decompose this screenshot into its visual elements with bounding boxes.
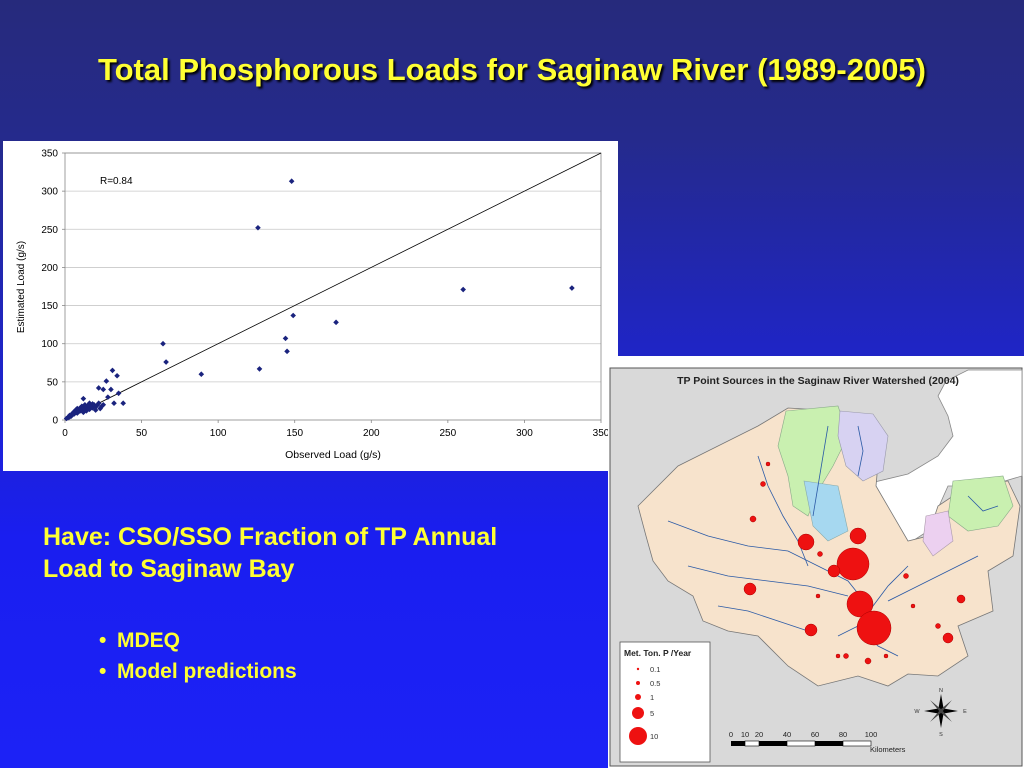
bullet-item: • Model predictions (97, 656, 297, 687)
data-point (80, 395, 87, 402)
y-tick-label: 150 (41, 301, 58, 312)
scale-label: 20 (755, 730, 763, 739)
data-point (98, 403, 105, 410)
scale-unit: Kilometers (870, 745, 906, 754)
y-tick-label: 350 (41, 149, 58, 160)
bullet-text: MDEQ (117, 629, 180, 652)
data-point (92, 407, 99, 413)
north-arrow-icon (924, 694, 958, 728)
point-sources (743, 461, 966, 665)
legend-label: 1 (650, 693, 654, 702)
subbasin-pink (922, 510, 954, 557)
scale-label: 80 (839, 730, 847, 739)
data-point (114, 372, 120, 379)
data-point (100, 386, 107, 393)
data-point (100, 401, 107, 408)
compass-label: S (939, 732, 943, 738)
scale-label: 10 (741, 730, 749, 739)
data-point (290, 312, 296, 319)
legend-symbols (629, 667, 647, 745)
compass-label: W (914, 709, 920, 715)
legend-title: Met. Ton. P /Year (624, 648, 692, 658)
plot-area (64, 152, 602, 421)
scatter-chart: 0 50 100 150 200 250 300 350 0 50 100 150 200 250 300 3… (3, 141, 618, 471)
axis-ticks: 0 50 100 150 200 250 300 350 0 50 100 150 200 250 300 3… (41, 149, 609, 440)
data-point (95, 400, 102, 407)
y-tick-label: 250 (41, 225, 58, 236)
x-tick-label: 250 (440, 428, 457, 439)
subbasin-purple (837, 410, 889, 482)
data-point (92, 404, 99, 410)
r-value-annotation: R=0.84 (100, 176, 133, 187)
legend-label: 0.1 (650, 665, 660, 674)
data-point (284, 348, 290, 355)
compass-label: N (939, 688, 943, 694)
compass-label: E (963, 709, 967, 715)
map-legend (619, 641, 711, 763)
data-point (255, 224, 261, 231)
river-network (667, 425, 999, 657)
y-tick-label: 100 (41, 339, 58, 350)
x-tick-label: 350 (593, 428, 610, 439)
slide-title: Total Phosphorous Loads for Saginaw Rive… (97, 52, 926, 87)
data-point (105, 394, 111, 400)
y-axis-label: Estimated Load (g/s) (16, 241, 27, 333)
legend-label: 5 (650, 709, 654, 718)
y-tick-label: 300 (41, 187, 58, 198)
bullet-list: • MDEQ • Model predictions (97, 625, 297, 687)
map-title: TP Point Sources in the Saginaw River Wa… (677, 375, 959, 387)
scale-label: 40 (783, 730, 791, 739)
data-point (198, 371, 205, 378)
reference-line (64, 152, 602, 421)
data-point (160, 340, 166, 347)
y-tick-label: 0 (52, 416, 58, 427)
x-tick-label: 150 (286, 428, 303, 439)
data-point (460, 286, 466, 293)
data-point (111, 400, 117, 407)
data-point (163, 359, 169, 365)
scale-label: 0 (729, 730, 733, 739)
data-point (288, 178, 295, 185)
watershed-map: TP Point Sources in the Saginaw River Wa… (608, 356, 1024, 768)
chart-gridlines (65, 152, 601, 383)
x-tick-label: 200 (363, 428, 380, 439)
bullet-text: Model predictions (117, 660, 297, 683)
data-point (256, 366, 263, 372)
x-axis-label: Observed Load (g/s) (285, 449, 381, 461)
scale-label: 100 (865, 730, 878, 739)
data-point (108, 386, 114, 393)
bullet-item: • MDEQ (97, 625, 297, 656)
data-point (86, 400, 93, 407)
data-point (569, 285, 575, 291)
data-point (109, 367, 116, 374)
data-point (120, 400, 126, 407)
data-point (333, 319, 339, 326)
scale-label: 60 (811, 730, 819, 739)
x-tick-label: 100 (210, 428, 227, 439)
watershed-map-svg: TP Point Sources in the Saginaw River Wa… (609, 367, 1023, 767)
scatter-chart-svg: 0 50 100 150 200 250 300 350 0 50 100 150 200 250 300 3… (16, 149, 610, 462)
data-point (86, 406, 93, 413)
data-point (95, 385, 102, 391)
x-tick-label: 300 (516, 428, 533, 439)
legend-label: 10 (650, 732, 658, 741)
subbasin-blue (803, 480, 849, 542)
legend-label: 0.5 (650, 679, 660, 688)
data-point (115, 390, 122, 397)
have-text: Have: CSO/SSO Fraction of TP Annual Load… (43, 523, 498, 583)
bullet-dot-icon: • (99, 629, 107, 652)
x-tick-label: 50 (136, 428, 148, 439)
y-tick-label: 200 (41, 263, 58, 274)
data-point (103, 378, 110, 384)
bullet-dot-icon: • (99, 660, 107, 683)
data-point (282, 335, 289, 342)
y-tick-label: 50 (47, 377, 59, 388)
scale-bar (731, 740, 872, 747)
x-tick-label: 0 (62, 428, 68, 439)
data-points (63, 178, 575, 422)
